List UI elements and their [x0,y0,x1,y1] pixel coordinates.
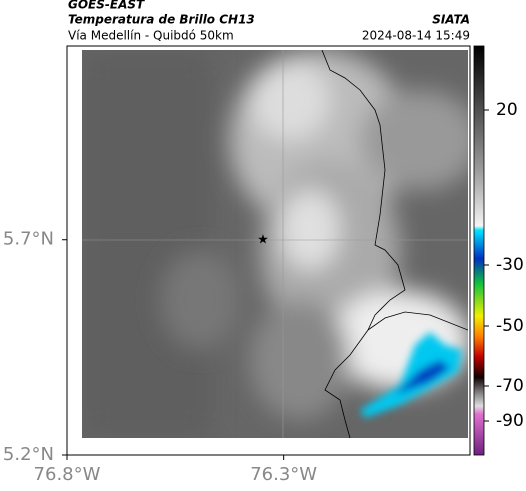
colorbar [473,45,485,456]
source: GOES-EAST [68,0,145,12]
colorbar-tick-label: -90 [496,411,524,431]
lat-tick-label: 5.7°N [3,229,54,250]
colorbar-tick-label: -50 [496,316,524,336]
map-frame [66,45,471,456]
colorbar-tick-label: -70 [496,376,524,396]
colorbar-tick-label: -30 [496,255,524,275]
lat-tick-label: 5.2°N [3,444,54,465]
colorbar-tick-label: 20 [496,100,518,120]
origin-marker: ★ [257,233,269,248]
lon-tick-label: 76.3°W [250,464,317,485]
satellite-image [82,50,468,438]
agency: SIATA [432,13,470,27]
lon-tick-label: 76.8°W [34,464,101,485]
datetime: 2024-08-14 15:49 [362,29,470,43]
title: Temperatura de Brillo CH13 [68,13,255,27]
route: Vía Medellín - Quibdó 50km [68,29,234,43]
